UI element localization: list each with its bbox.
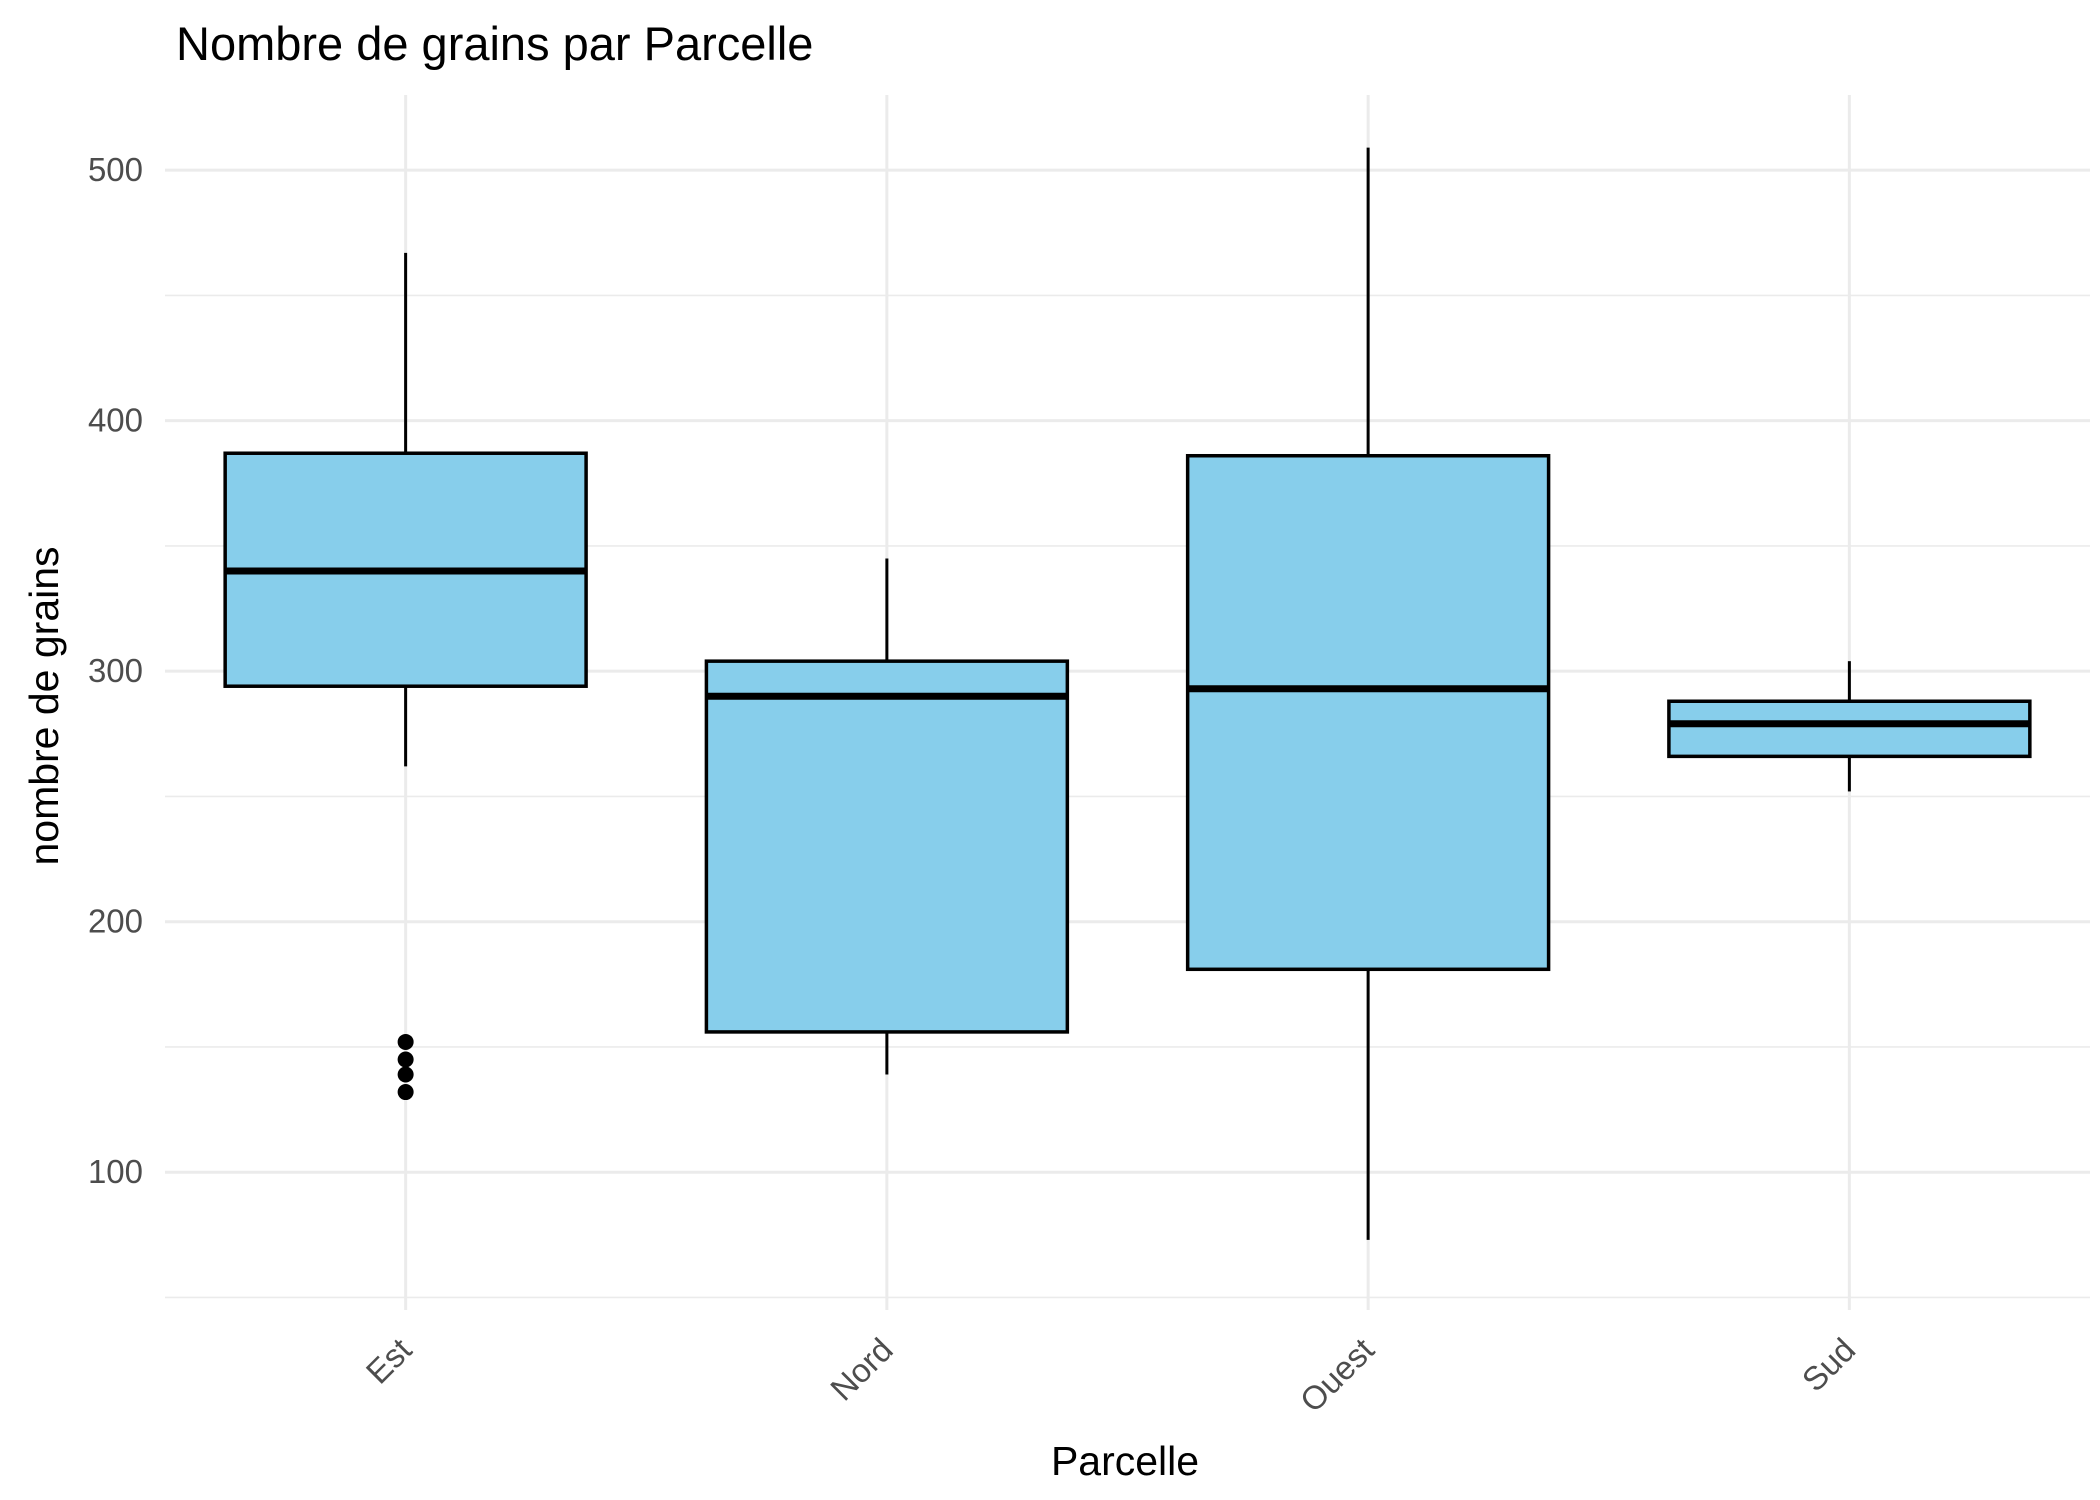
y-tick-label: 300: [88, 652, 143, 689]
box-sud: [1667, 699, 2032, 759]
box-group-sud: [1667, 661, 2032, 792]
y-tick-label: 500: [88, 151, 143, 188]
box-group-ouest: [1185, 147, 1551, 1240]
x-axis-title: Parcelle: [1051, 1438, 1199, 1484]
outlier-point-est: [397, 1084, 414, 1101]
y-axis-title: nombre de grains: [21, 546, 67, 865]
outlier-point-est: [397, 1051, 414, 1068]
y-tick-label: 100: [88, 1153, 143, 1190]
outlier-point-est: [397, 1066, 414, 1083]
box-group-nord: [704, 558, 1070, 1075]
boxes-layer: [223, 147, 2032, 1240]
outlier-point-est: [397, 1033, 414, 1050]
box-nord: [704, 659, 1070, 1034]
box-group-est: [223, 252, 588, 1101]
y-tick-label: 400: [88, 402, 143, 439]
box-ouest: [1185, 453, 1551, 972]
chart-title: Nombre de grains par Parcelle: [176, 17, 813, 70]
y-tick-label: 200: [88, 903, 143, 940]
